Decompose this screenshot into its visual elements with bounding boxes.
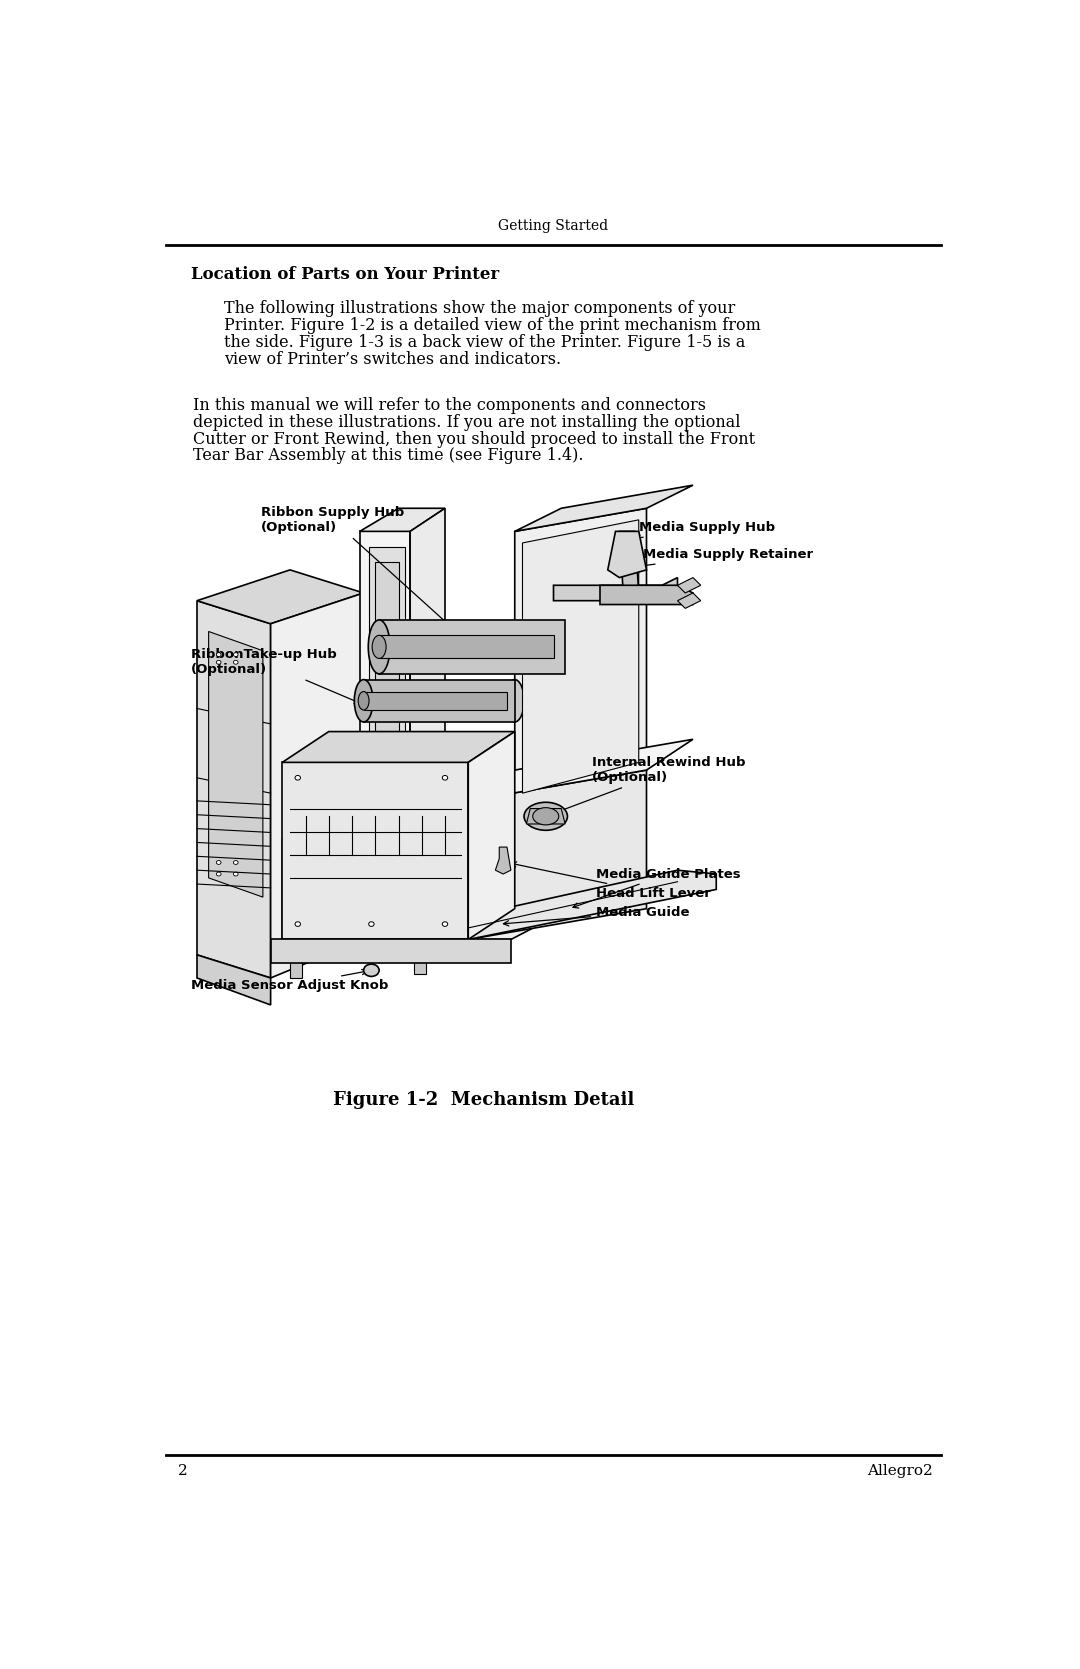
Ellipse shape bbox=[368, 921, 374, 926]
Ellipse shape bbox=[354, 679, 373, 723]
Polygon shape bbox=[271, 940, 511, 963]
Text: Cutter or Front Rewind, then you should proceed to install the Front: Cutter or Front Rewind, then you should … bbox=[193, 431, 755, 447]
Text: Printer. Figure 1-2 is a detailed view of the print mechanism from: Printer. Figure 1-2 is a detailed view o… bbox=[225, 317, 761, 334]
Polygon shape bbox=[469, 769, 647, 940]
Ellipse shape bbox=[359, 691, 369, 709]
Polygon shape bbox=[208, 631, 262, 898]
Polygon shape bbox=[526, 808, 565, 824]
Polygon shape bbox=[375, 562, 399, 778]
Polygon shape bbox=[469, 731, 515, 940]
Polygon shape bbox=[496, 848, 511, 875]
Ellipse shape bbox=[373, 636, 387, 659]
Text: Tear Bar Assembly at this time (see Figure 1.4).: Tear Bar Assembly at this time (see Figu… bbox=[193, 447, 583, 464]
Text: the side. Figure 1-3 is a back view of the Printer. Figure 1-5 is a: the side. Figure 1-3 is a back view of t… bbox=[225, 334, 745, 350]
Ellipse shape bbox=[295, 921, 300, 926]
Ellipse shape bbox=[216, 861, 221, 865]
Polygon shape bbox=[379, 636, 554, 659]
Polygon shape bbox=[271, 592, 364, 978]
Polygon shape bbox=[197, 569, 364, 624]
Polygon shape bbox=[515, 486, 693, 531]
Text: Media Guide Plates: Media Guide Plates bbox=[573, 868, 741, 908]
Polygon shape bbox=[364, 691, 507, 709]
Polygon shape bbox=[523, 519, 638, 793]
Polygon shape bbox=[554, 577, 677, 601]
Text: Media Sensor Adjust Knob: Media Sensor Adjust Knob bbox=[191, 970, 388, 991]
Text: Head Lift Lever: Head Lift Lever bbox=[511, 861, 711, 900]
Polygon shape bbox=[608, 531, 647, 577]
Text: depicted in these illustrations. If you are not installing the optional: depicted in these illustrations. If you … bbox=[193, 414, 741, 431]
Ellipse shape bbox=[443, 776, 448, 779]
Text: 2: 2 bbox=[177, 1464, 187, 1477]
Polygon shape bbox=[282, 731, 515, 763]
Text: Media Supply Hub: Media Supply Hub bbox=[635, 521, 774, 541]
Ellipse shape bbox=[216, 873, 221, 876]
Polygon shape bbox=[469, 870, 716, 940]
Polygon shape bbox=[360, 531, 410, 940]
Text: Media Supply Retainer: Media Supply Retainer bbox=[639, 547, 813, 567]
Polygon shape bbox=[600, 586, 693, 604]
Polygon shape bbox=[291, 955, 301, 978]
Text: Getting Started: Getting Started bbox=[499, 219, 608, 232]
Ellipse shape bbox=[364, 965, 379, 976]
Polygon shape bbox=[369, 547, 405, 786]
Ellipse shape bbox=[233, 873, 238, 876]
Ellipse shape bbox=[216, 653, 221, 656]
Polygon shape bbox=[677, 577, 701, 592]
Text: view of Printer’s switches and indicators.: view of Printer’s switches and indicator… bbox=[225, 350, 562, 369]
Text: Figure 1-2  Mechanism Detail: Figure 1-2 Mechanism Detail bbox=[333, 1092, 634, 1110]
Ellipse shape bbox=[524, 803, 567, 829]
Text: Ribbon Supply Hub
(Optional): Ribbon Supply Hub (Optional) bbox=[261, 506, 458, 633]
Polygon shape bbox=[619, 531, 638, 592]
Polygon shape bbox=[282, 816, 600, 940]
Polygon shape bbox=[360, 509, 445, 531]
Polygon shape bbox=[379, 619, 565, 674]
Polygon shape bbox=[677, 592, 701, 609]
Text: RibbonTake-up Hub
(Optional): RibbonTake-up Hub (Optional) bbox=[191, 648, 360, 703]
Polygon shape bbox=[469, 739, 693, 801]
Ellipse shape bbox=[443, 921, 448, 926]
Ellipse shape bbox=[554, 619, 576, 674]
Ellipse shape bbox=[295, 776, 300, 779]
Ellipse shape bbox=[532, 808, 558, 824]
Ellipse shape bbox=[233, 861, 238, 865]
Ellipse shape bbox=[216, 661, 221, 664]
Ellipse shape bbox=[233, 661, 238, 664]
Polygon shape bbox=[410, 509, 445, 940]
Text: Internal Rewind Hub
(Optional): Internal Rewind Hub (Optional) bbox=[550, 756, 746, 816]
Text: The following illustrations show the major components of your: The following illustrations show the maj… bbox=[225, 300, 735, 317]
Polygon shape bbox=[515, 509, 647, 801]
Text: Media Guide: Media Guide bbox=[503, 906, 690, 926]
Ellipse shape bbox=[368, 619, 390, 674]
Polygon shape bbox=[197, 601, 271, 978]
Ellipse shape bbox=[233, 653, 238, 656]
Text: Allegro2: Allegro2 bbox=[867, 1464, 933, 1477]
Ellipse shape bbox=[505, 679, 524, 723]
Text: Location of Parts on Your Printer: Location of Parts on Your Printer bbox=[191, 265, 499, 282]
Polygon shape bbox=[282, 763, 469, 940]
Text: In this manual we will refer to the components and connectors: In this manual we will refer to the comp… bbox=[193, 397, 706, 414]
Polygon shape bbox=[197, 955, 271, 1005]
Polygon shape bbox=[364, 679, 515, 721]
Polygon shape bbox=[414, 951, 426, 975]
